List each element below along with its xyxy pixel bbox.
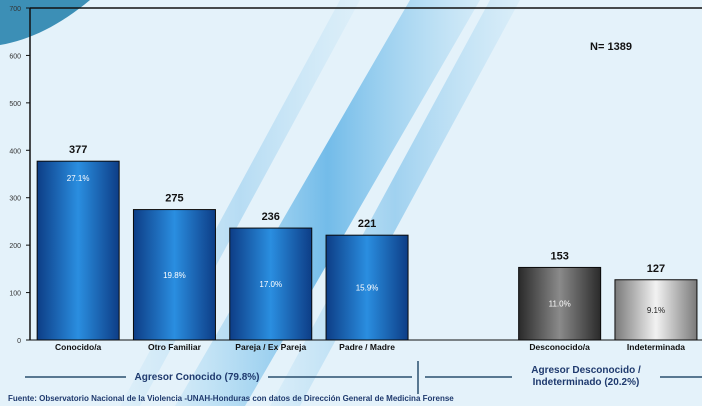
bar-4 <box>325 234 409 341</box>
value-label-7: 127 <box>647 263 665 275</box>
percent-label-4: 15.9% <box>356 284 379 293</box>
x-tick-label-6: Desconocido/a <box>529 342 590 352</box>
bar-7 <box>614 279 698 341</box>
y-tick-label-0: 0 <box>17 338 21 345</box>
percent-label-3: 17.0% <box>259 280 282 289</box>
group-known-label: Agresor Conocido (79.8%) <box>134 372 259 383</box>
y-tick-label-200: 200 <box>9 243 21 250</box>
value-label-3: 236 <box>262 211 280 223</box>
n-annotation: N= 1389 <box>590 41 632 53</box>
value-label-2: 275 <box>165 193 183 205</box>
percent-label-1: 27.1% <box>67 174 90 183</box>
group-unknown-label-line2: Indeterminado (20.2%) <box>533 377 640 388</box>
x-tick-label-3: Pareja / Ex Pareja <box>235 342 306 352</box>
value-label-6: 153 <box>550 250 568 262</box>
x-tick-label-4: Padre / Madre <box>339 342 395 352</box>
group-unknown-label-line1: Agresor Desconocido / <box>531 365 641 376</box>
y-tick-label-400: 400 <box>9 148 21 155</box>
percent-label-2: 19.8% <box>163 271 186 280</box>
x-tick-labels: Conocido/a Otro Familiar Pareja / Ex Parej… <box>55 342 685 352</box>
y-tick-label-500: 500 <box>9 101 21 108</box>
y-tick-label-300: 300 <box>9 196 21 203</box>
x-tick-label-1: Conocido/a <box>55 342 102 352</box>
bars: 377 27.1% 275 19.8% 236 17.0% 221 15.9% 153 11.0%… <box>36 144 698 341</box>
bar-1 <box>36 160 120 341</box>
group-unknown: Agresor Desconocido / Indeterminado (20.… <box>425 365 702 388</box>
bar-2 <box>132 209 216 341</box>
percent-label-6: 11.0% <box>549 300 571 309</box>
source-note: Fuente: Observatorio Nacional de la Viol… <box>8 394 454 403</box>
bar-3 <box>229 227 313 341</box>
x-tick-label-7: Indeterminada <box>627 342 685 352</box>
value-label-4: 221 <box>358 218 376 230</box>
value-label-1: 377 <box>69 144 87 156</box>
x-tick-label-2: Otro Familiar <box>148 342 202 352</box>
group-known: Agresor Conocido (79.8%) <box>25 372 412 383</box>
y-tick-label-100: 100 <box>9 291 21 298</box>
y-tick-label-600: 600 <box>9 53 21 60</box>
percent-label-7: 9.1% <box>647 306 665 315</box>
y-tick-label-700: 700 <box>9 6 21 13</box>
y-ticks: 0 100 200 300 400 500 600 700 <box>9 6 30 345</box>
bar-6 <box>518 266 602 341</box>
